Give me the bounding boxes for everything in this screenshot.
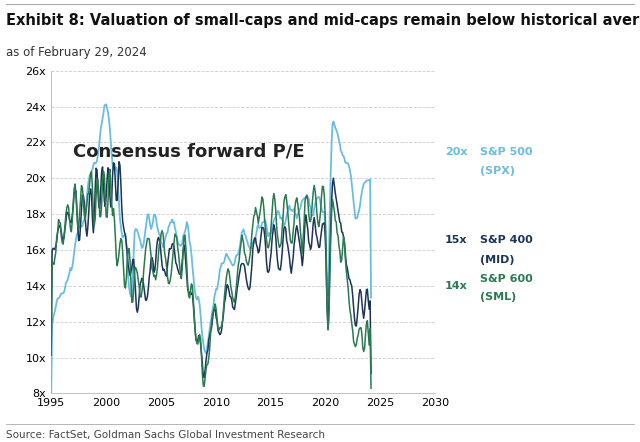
Text: S&P 400: S&P 400	[480, 235, 532, 245]
Text: S&P 500: S&P 500	[480, 146, 532, 156]
Text: 15x: 15x	[445, 235, 467, 245]
Text: Consensus forward P/E: Consensus forward P/E	[72, 142, 304, 160]
Text: (MID): (MID)	[480, 255, 515, 265]
Text: Source: FactSet, Goldman Sachs Global Investment Research: Source: FactSet, Goldman Sachs Global In…	[6, 430, 325, 440]
Text: Exhibit 8: Valuation of small-caps and mid-caps remain below historical averages: Exhibit 8: Valuation of small-caps and m…	[6, 13, 640, 28]
Text: (SPX): (SPX)	[480, 166, 515, 176]
Text: S&P 600: S&P 600	[480, 274, 532, 284]
Text: 14x: 14x	[445, 281, 468, 291]
Text: as of February 29, 2024: as of February 29, 2024	[6, 46, 147, 59]
Text: (SML): (SML)	[480, 292, 516, 302]
Text: 20x: 20x	[445, 146, 467, 156]
